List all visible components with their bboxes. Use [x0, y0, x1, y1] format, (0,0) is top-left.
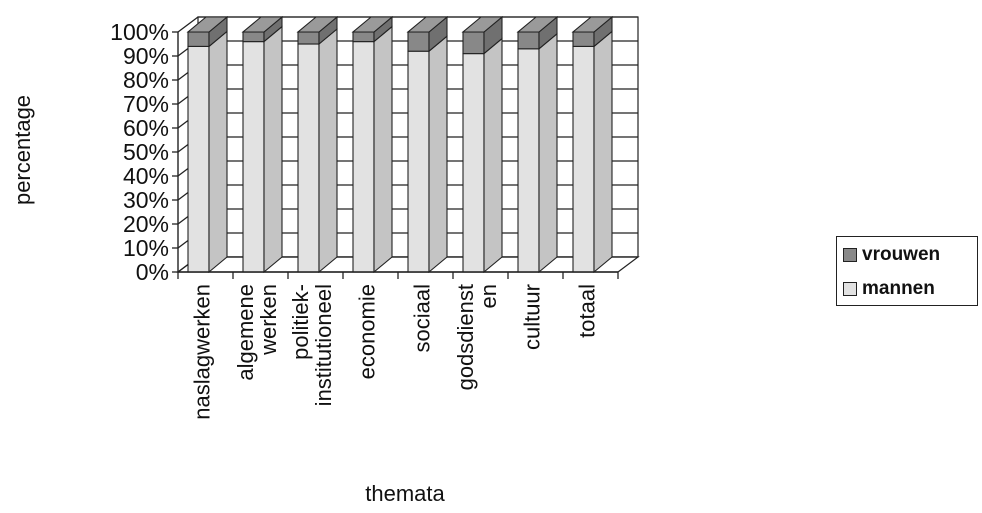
- y-tick-label: 40%: [123, 163, 169, 189]
- x-tick-label: werken: [256, 284, 281, 356]
- legend: vrouwen mannen: [836, 236, 978, 306]
- bar-mannen-side: [263, 25, 283, 274]
- bar-vrouwen: [187, 31, 210, 47]
- bar-vrouwen: [407, 31, 430, 52]
- y-tick-label: 100%: [110, 19, 169, 45]
- bar-vrouwen: [297, 31, 320, 45]
- bar-mannen: [297, 43, 320, 273]
- axes: [172, 31, 619, 279]
- y-tick-label: 10%: [123, 235, 169, 261]
- x-tick-label: cultuur: [520, 284, 545, 350]
- bar-vrouwen: [517, 31, 540, 50]
- bar-mannen-side: [373, 25, 393, 274]
- y-tick-label: 20%: [123, 211, 169, 237]
- legend-item-mannen: mannen: [843, 278, 935, 300]
- bar-mannen: [242, 41, 265, 273]
- x-tick-label: algemene: [233, 284, 258, 381]
- bar-mannen: [407, 50, 430, 273]
- y-axis-label: percentage: [10, 95, 35, 205]
- bar-vrouwen: [572, 31, 595, 47]
- bar-top: [351, 16, 394, 33]
- x-tick-label: en: [476, 284, 501, 308]
- legend-label-mannen: mannen: [862, 278, 935, 299]
- bar-mannen: [572, 45, 595, 273]
- bars: [186, 15, 614, 274]
- bar-top: [186, 16, 229, 33]
- bar-top: [461, 16, 504, 33]
- y-tick-label: 50%: [123, 139, 169, 165]
- legend-swatch-mannen: [843, 282, 857, 296]
- bar-top: [571, 16, 614, 33]
- x-tick-label: politiek-: [288, 284, 313, 360]
- y-tick-label: 30%: [123, 187, 169, 213]
- bar-top: [296, 16, 339, 33]
- bar-mannen-side: [318, 27, 338, 274]
- bar-mannen: [517, 48, 540, 273]
- x-tick-label: institutioneel: [311, 284, 336, 406]
- bar-mannen-side: [593, 30, 613, 274]
- y-tick-label: 80%: [123, 67, 169, 93]
- y-tick-labels: 0%10%20%30%40%50%60%70%80%90%100%: [110, 19, 169, 285]
- y-tick-label: 0%: [136, 259, 169, 285]
- y-tick-label: 70%: [123, 91, 169, 117]
- legend-item-vrouwen: vrouwen: [843, 244, 940, 266]
- legend-label-vrouwen: vrouwen: [862, 244, 941, 265]
- bar-top: [406, 16, 449, 33]
- x-tick-label: economie: [355, 284, 380, 379]
- bar-vrouwen: [462, 31, 485, 55]
- bar-vrouwen: [352, 31, 375, 43]
- bar-mannen-side: [428, 35, 448, 274]
- bar-mannen: [352, 41, 375, 273]
- bar-mannen-side: [483, 37, 503, 274]
- x-tick-label: totaal: [575, 284, 600, 338]
- y-tick-label: 90%: [123, 43, 169, 69]
- bar-mannen: [462, 53, 485, 273]
- legend-swatch-vrouwen: [843, 248, 857, 262]
- x-axis-label: themata: [365, 481, 445, 506]
- bar-vrouwen: [242, 31, 265, 43]
- bar-mannen-side: [538, 32, 558, 274]
- bar-top: [516, 16, 559, 33]
- x-tick-label: naslagwerken: [190, 284, 215, 420]
- bar-top: [241, 16, 284, 33]
- x-tick-label: sociaal: [410, 284, 435, 352]
- y-tick-label: 60%: [123, 115, 169, 141]
- bar-mannen: [187, 45, 210, 273]
- bar-mannen-side: [208, 30, 228, 274]
- x-tick-label: godsdienst: [453, 284, 478, 390]
